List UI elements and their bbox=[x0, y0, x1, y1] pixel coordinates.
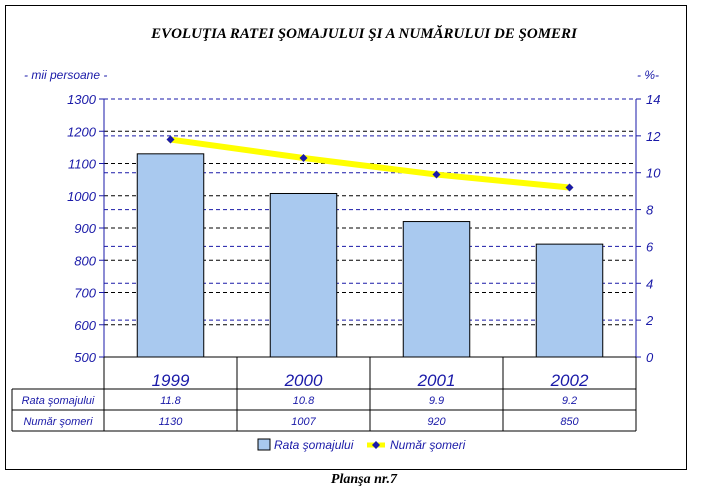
bar-2001 bbox=[402, 221, 471, 358]
left-axis-tick-label: 1000 bbox=[67, 189, 97, 204]
category-label-1999: 1999 bbox=[152, 371, 190, 390]
left-axis-tick-label: 600 bbox=[74, 318, 96, 333]
table-row-label: Rata şomajului bbox=[22, 395, 95, 407]
right-axis-tick-label: 0 bbox=[646, 350, 654, 365]
table-cell: 11.8 bbox=[160, 395, 181, 407]
right-axis-unit-label: - %- bbox=[637, 68, 659, 82]
line-point-2002 bbox=[565, 183, 574, 192]
table-row-label: Număr şomeri bbox=[23, 416, 93, 428]
right-axis-tick-label: 10 bbox=[646, 166, 661, 181]
chart-svg: 500 600 700 800 900 1000 1100 1200 1300 0 2 4 6 8 10 12… bbox=[11, 92, 661, 452]
line-point-2000 bbox=[299, 153, 308, 162]
bar-2002 bbox=[535, 243, 604, 358]
right-axis-tick-label: 4 bbox=[646, 276, 653, 291]
category-label-2002: 2002 bbox=[550, 371, 589, 390]
table-cell: 1130 bbox=[159, 416, 184, 428]
bar-1999 bbox=[136, 153, 205, 358]
left-axis-tick-label: 700 bbox=[74, 286, 96, 301]
chart-frame bbox=[5, 5, 687, 470]
line-point-2001 bbox=[432, 170, 441, 179]
legend-marker-line bbox=[372, 441, 380, 449]
line-series-numar-someri bbox=[167, 136, 573, 191]
table-cell: 850 bbox=[560, 416, 579, 428]
left-axis-unit-label: - mii persoane - bbox=[24, 68, 108, 82]
chart-title: EVOLUŢIA RATEI ŞOMAJULUI ŞI A NUMĂRULUI … bbox=[151, 26, 577, 42]
left-axis-tick-label: 1100 bbox=[68, 157, 97, 172]
table-cell: 9.2 bbox=[562, 395, 577, 407]
right-axis-tick-label: 14 bbox=[646, 92, 660, 107]
bar-2000 bbox=[269, 192, 338, 358]
table-cell: 9.9 bbox=[429, 395, 444, 407]
legend-label-line: Număr şomeri bbox=[390, 438, 466, 452]
category-label-2001: 2001 bbox=[417, 371, 456, 390]
left-axis-tick-label: 900 bbox=[74, 221, 96, 236]
table-cell: 920 bbox=[427, 416, 446, 428]
left-axis-tick-label: 1300 bbox=[67, 92, 97, 107]
legend-swatch-bar bbox=[257, 438, 271, 451]
left-axis-tick-label: 1200 bbox=[67, 124, 97, 139]
table-cell: 1007 bbox=[291, 416, 316, 428]
left-axis-tick-label: 800 bbox=[74, 253, 96, 268]
chart-caption: Planşa nr.7 bbox=[330, 472, 398, 487]
table-cell: 10.8 bbox=[293, 395, 315, 407]
category-label-2000: 2000 bbox=[284, 371, 323, 390]
left-axis-tick-label: 500 bbox=[74, 350, 96, 365]
right-axis-tick-label: 6 bbox=[646, 239, 654, 254]
right-axis-tick-label: 2 bbox=[645, 313, 654, 328]
line-point-1999 bbox=[166, 135, 175, 144]
right-axis-tick-label: 8 bbox=[646, 203, 654, 218]
legend-label-bar: Rata şomajului bbox=[274, 438, 354, 452]
right-axis-tick-label: 12 bbox=[646, 129, 661, 144]
